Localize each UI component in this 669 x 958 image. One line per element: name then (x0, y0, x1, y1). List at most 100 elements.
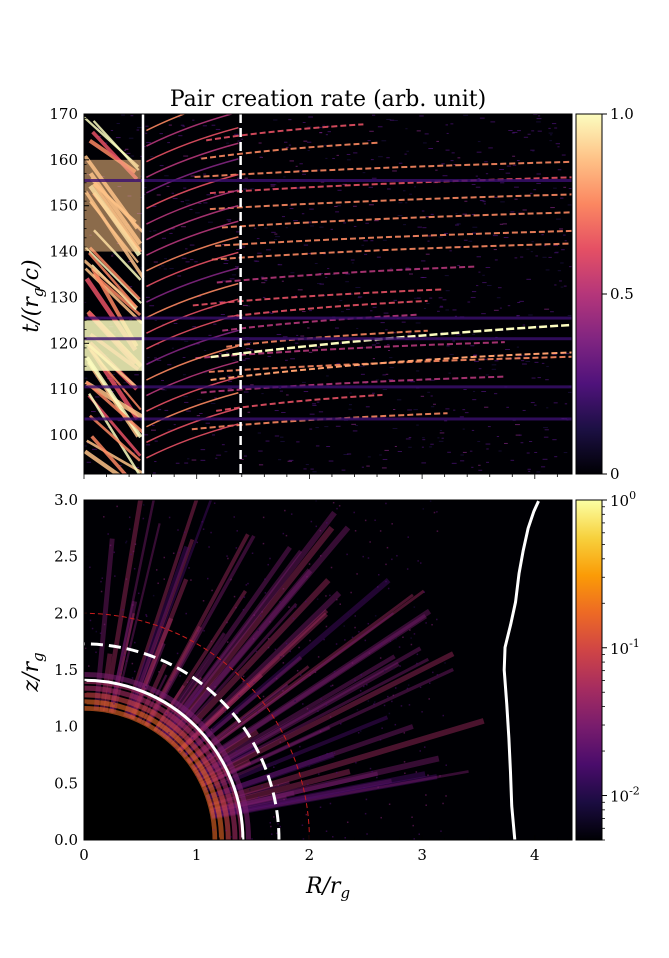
noise-speck (485, 266, 491, 268)
noise-speck (135, 466, 139, 468)
noise-speck (367, 700, 370, 702)
noise-speck (487, 426, 491, 428)
noise-speck (339, 300, 343, 302)
noise-speck (299, 745, 301, 748)
inner-streak (85, 381, 144, 434)
emission-ray (144, 625, 203, 727)
bottom-colorbar-gradient (575, 499, 603, 841)
noise-speck (174, 304, 177, 306)
noise-speck (494, 360, 499, 362)
noise-speck (454, 224, 459, 226)
noise-speck (230, 836, 232, 838)
noise-speck (165, 712, 168, 714)
noise-speck (276, 181, 281, 183)
inner-streak (86, 439, 144, 474)
noise-speck (449, 250, 452, 252)
noise-speck (367, 456, 371, 458)
arc-streak (146, 251, 239, 288)
noise-speck (368, 204, 374, 206)
inner-streak (84, 246, 142, 304)
noise-speck (564, 403, 568, 405)
noise-speck (430, 395, 433, 397)
noise-speck (463, 389, 467, 391)
noise-speck (172, 197, 178, 199)
noise-speck (235, 606, 237, 609)
noise-speck (483, 203, 486, 205)
noise-speck (485, 443, 491, 445)
noise-speck (103, 623, 106, 626)
noise-speck (462, 428, 465, 430)
noise-speck (155, 569, 158, 571)
noise-speck (309, 428, 313, 430)
noise-speck (314, 347, 318, 349)
inner-streak (84, 259, 139, 309)
noise-speck (405, 128, 408, 130)
noise-speck (464, 200, 468, 202)
noise-speck (325, 625, 328, 628)
noise-speck (302, 121, 306, 123)
noise-speck (473, 390, 476, 392)
noise-speck (239, 597, 241, 599)
noise-speck (325, 157, 328, 159)
noise-speck (537, 130, 542, 132)
noise-speck (327, 368, 330, 370)
noise-speck (386, 546, 389, 549)
noise-speck (507, 305, 511, 307)
noise-speck (203, 202, 208, 204)
noise-speck (367, 622, 370, 625)
noise-speck (389, 267, 393, 269)
noise-speck (168, 516, 171, 519)
noise-speck (416, 370, 420, 372)
noise-speck (317, 346, 321, 348)
noise-speck (197, 630, 199, 632)
noise-speck (125, 660, 128, 662)
noise-speck (236, 712, 239, 715)
noise-speck (251, 838, 253, 840)
noise-speck (154, 320, 157, 322)
noise-speck (325, 134, 328, 136)
noise-speck (383, 312, 389, 314)
noise-speck (563, 452, 568, 454)
noise-speck (419, 750, 421, 752)
noise-speck (410, 643, 413, 646)
noise-speck (145, 614, 147, 616)
noise-speck (260, 630, 263, 632)
noise-speck (254, 227, 257, 229)
noise-speck (275, 236, 281, 238)
noise-speck (95, 651, 97, 654)
noise-speck (411, 816, 413, 818)
noise-speck (319, 529, 322, 532)
noise-speck (427, 240, 430, 242)
noise-speck (337, 189, 342, 191)
noise-speck (203, 349, 207, 351)
noise-speck (336, 598, 338, 601)
noise-speck (421, 446, 424, 448)
noise-speck (323, 144, 328, 146)
noise-speck (442, 175, 448, 177)
noise-speck (381, 727, 383, 729)
noise-speck (242, 304, 248, 306)
noise-speck (282, 655, 285, 657)
noise-speck (267, 646, 270, 649)
noise-speck (226, 621, 228, 624)
noise-speck (341, 469, 346, 471)
noise-speck (281, 280, 284, 282)
noise-speck (212, 765, 214, 768)
noise-speck (502, 223, 507, 225)
noise-speck (366, 465, 370, 467)
noise-speck (203, 173, 207, 175)
noise-speck (107, 691, 110, 694)
noise-speck (136, 127, 142, 129)
noise-speck (381, 467, 387, 469)
horizontal-band (84, 337, 572, 341)
noise-speck (298, 646, 300, 649)
noise-speck (273, 239, 278, 241)
noise-speck (436, 530, 439, 532)
noise-speck (320, 698, 322, 700)
noise-speck (472, 232, 477, 234)
noise-speck (479, 200, 484, 202)
noise-speck (225, 829, 227, 832)
inner-streak (90, 435, 128, 474)
noise-speck (153, 691, 155, 693)
noise-speck (379, 454, 382, 456)
